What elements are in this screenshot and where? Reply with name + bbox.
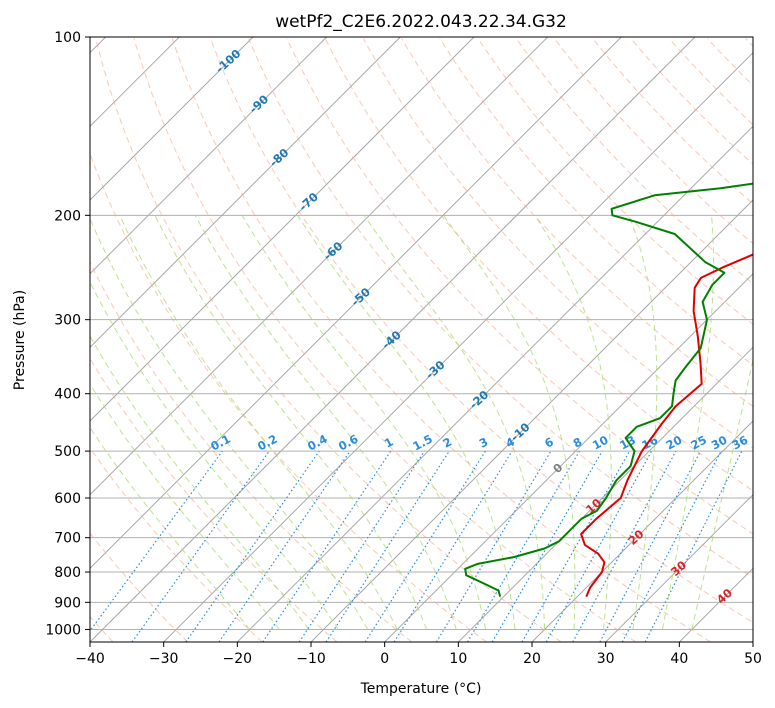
y-axis: 100 200 300 400 500 600 700 800 900 1000 bbox=[45, 30, 90, 638]
isotherm-line bbox=[90, 37, 549, 496]
dry-adiabat bbox=[630, 38, 753, 165]
chart-title: wetPf2_C2E6.2022.043.22.34.G32 bbox=[275, 12, 567, 32]
mixing-ratio-line bbox=[185, 450, 320, 642]
moist-adiabat bbox=[628, 215, 658, 630]
mixing-ratio-label: 20 bbox=[664, 433, 685, 453]
x-tick-label: −30 bbox=[149, 651, 179, 667]
dry-adiabat bbox=[592, 38, 753, 205]
temperature-profile bbox=[580, 253, 753, 597]
mixing-ratio-line bbox=[466, 450, 580, 642]
dry-adiabat bbox=[90, 446, 263, 642]
mixing-ratio-line bbox=[218, 450, 351, 642]
dry-adiabat bbox=[90, 532, 189, 642]
mixing-ratio-line bbox=[572, 450, 677, 642]
mixing-ratio-line bbox=[393, 450, 513, 642]
dry-adiabat bbox=[248, 38, 753, 579]
y-tick-label: 300 bbox=[54, 313, 81, 329]
y-tick-label: 500 bbox=[54, 444, 81, 460]
dry-adiabat bbox=[133, 38, 637, 642]
sounding-profiles bbox=[464, 182, 753, 597]
dry-adiabat bbox=[95, 38, 562, 642]
isotherm-line bbox=[236, 125, 753, 642]
isotherm-line bbox=[752, 641, 753, 642]
x-tick-label: 20 bbox=[523, 651, 541, 667]
y-tick-label: 800 bbox=[54, 565, 81, 581]
moist-adiabat bbox=[119, 215, 398, 630]
x-tick-label: −20 bbox=[223, 651, 253, 667]
background-lines bbox=[90, 37, 753, 642]
moist-adiabat bbox=[691, 357, 753, 630]
isotherm-line bbox=[384, 272, 753, 642]
mixing-ratio-line bbox=[521, 450, 631, 642]
mixing-ratio-line bbox=[364, 450, 486, 642]
dry-adiabat bbox=[324, 38, 753, 492]
y-tick-label: 600 bbox=[54, 491, 81, 507]
moist-adiabat bbox=[442, 215, 576, 630]
moist-adiabat bbox=[90, 382, 280, 630]
dry-adiabat bbox=[401, 38, 753, 408]
x-tick-label: 30 bbox=[597, 651, 615, 667]
mixing-ratio-label: 30 bbox=[709, 433, 730, 453]
x-tick-label: 40 bbox=[670, 651, 688, 667]
isotherm-line bbox=[163, 51, 753, 642]
y-tick-label: 900 bbox=[54, 595, 81, 611]
moist-adiabat bbox=[90, 335, 310, 630]
y-tick-label: 400 bbox=[54, 387, 81, 403]
x-tick-label: 0 bbox=[380, 651, 389, 667]
x-axis-label: Temperature (°C) bbox=[360, 681, 482, 697]
x-tick-label: 10 bbox=[449, 651, 467, 667]
mixing-ratio-line bbox=[325, 450, 450, 642]
moist-adiabat bbox=[90, 217, 369, 630]
isotherm-line bbox=[90, 37, 328, 275]
mixing-ratio-label: 25 bbox=[688, 433, 709, 453]
dewpoint-profile bbox=[464, 182, 753, 597]
y-tick-label: 1000 bbox=[45, 622, 81, 638]
moist-adiabat bbox=[90, 280, 339, 630]
dry-adiabat bbox=[362, 38, 753, 449]
moist-adiabat bbox=[241, 215, 487, 630]
isotherm-line bbox=[90, 37, 696, 642]
dry-adiabat bbox=[210, 38, 753, 624]
x-tick-label: −10 bbox=[296, 651, 326, 667]
moist-adiabat bbox=[363, 215, 546, 630]
plot-background bbox=[90, 37, 753, 642]
y-tick-label: 700 bbox=[54, 531, 81, 547]
dry-adiabat bbox=[286, 38, 753, 535]
isotherm-line bbox=[90, 37, 401, 349]
isotherm-line bbox=[90, 37, 622, 570]
dry-adiabat bbox=[477, 38, 753, 325]
y-tick-label: 200 bbox=[54, 208, 81, 224]
x-tick-label: 50 bbox=[744, 651, 762, 667]
x-tick-label: −40 bbox=[75, 651, 105, 667]
mixing-ratio-line bbox=[435, 450, 552, 642]
moist-adiabat bbox=[534, 215, 612, 630]
plot-frame bbox=[89, 36, 754, 643]
mixing-ratio-label: 36 bbox=[730, 433, 751, 453]
y-axis-label: Pressure (hPa) bbox=[12, 290, 28, 390]
mixing-ratio-line bbox=[545, 450, 653, 642]
mixing-ratio-label: 10 bbox=[590, 433, 611, 453]
dry-adiabat bbox=[171, 38, 711, 642]
isotherm-line bbox=[605, 493, 753, 642]
isotherm-line bbox=[90, 37, 254, 201]
isotherm-line bbox=[90, 37, 475, 422]
moist-adiabat bbox=[297, 215, 516, 630]
moist-adiabat bbox=[154, 215, 428, 630]
moist-adiabat bbox=[194, 215, 457, 630]
mixing-ratio-line bbox=[491, 450, 603, 642]
x-axis: −40 −30 −20 −10 0 10 20 30 40 50 bbox=[75, 642, 762, 667]
dry-adiabat bbox=[90, 261, 413, 642]
moist-adiabat bbox=[661, 215, 714, 630]
isotherm-line bbox=[531, 420, 753, 642]
y-tick-label: 100 bbox=[54, 30, 81, 46]
moist-adiabat bbox=[90, 426, 251, 630]
